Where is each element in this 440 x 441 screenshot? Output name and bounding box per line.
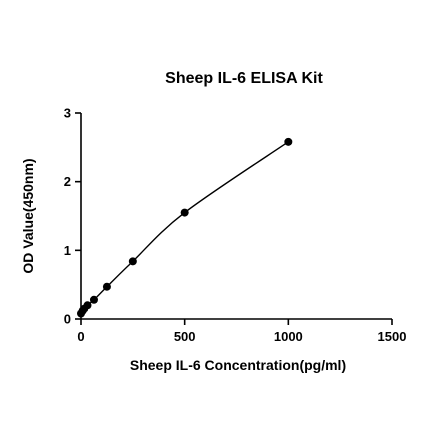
y-tick-label: 3: [64, 106, 71, 121]
y-tick-label: 0: [64, 312, 71, 327]
data-point: [180, 208, 189, 217]
data-point: [89, 295, 98, 304]
plot-area: 0 1 2 3 0 500 1000 1500: [64, 106, 407, 345]
data-point: [102, 282, 111, 291]
data-point: [128, 257, 137, 266]
chart-title: Sheep IL-6 ELISA Kit: [165, 70, 323, 87]
fit-curve-line: [80, 141, 289, 314]
x-tick-label: 1500: [378, 329, 407, 344]
y-tick-label: 1: [64, 243, 71, 258]
data-point: [284, 137, 293, 146]
x-tick-label: 0: [77, 329, 84, 344]
x-axis-label: Sheep IL-6 Concentration(pg/ml): [130, 357, 346, 373]
y-axis-label: OD Value(450nm): [20, 158, 36, 273]
data-point: [83, 301, 92, 310]
x-tick-label: 500: [174, 329, 196, 344]
y-tick-label: 2: [64, 174, 71, 189]
x-tick-label: 1000: [274, 329, 303, 344]
